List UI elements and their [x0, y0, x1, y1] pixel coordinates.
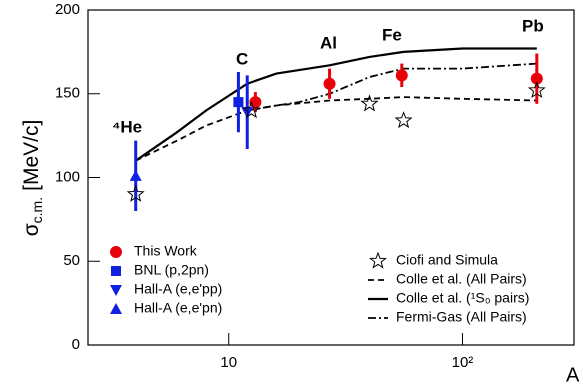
nucleus-label: Fe [382, 25, 402, 44]
nucleus-label: Pb [522, 16, 544, 35]
nucleus-label: Al [320, 33, 337, 52]
y-tick-label: 150 [55, 85, 80, 102]
curve [135, 96, 537, 162]
nucleus-label: ⁴He [112, 117, 142, 136]
curve [247, 62, 537, 112]
legend-label: BNL (p,2pn) [134, 262, 209, 278]
x-tick-label: 10 [220, 354, 237, 371]
curve [135, 47, 537, 162]
data-point [530, 72, 543, 85]
y-tick-label: 0 [72, 336, 80, 353]
legend-label: Colle et al. (¹S₀ pairs) [396, 290, 529, 306]
data-point [126, 184, 145, 202]
data-point [527, 80, 546, 99]
data-point [323, 77, 336, 90]
y-label-sub: c.m. [29, 197, 45, 223]
y-tick-label: 200 [55, 1, 80, 18]
y-tick-label: 100 [55, 168, 80, 185]
data-point [242, 101, 261, 119]
data-point [233, 97, 244, 108]
data-point [360, 94, 379, 112]
y-label-symbol: σ [20, 223, 43, 236]
x-axis-label: A [566, 364, 580, 386]
legend-marker [111, 266, 121, 276]
legend-marker [110, 246, 122, 258]
data-point [129, 169, 142, 181]
y-label-unit: [MeV/c] [20, 120, 43, 191]
data-point [395, 69, 408, 82]
legend-label: Colle et al. (All Pairs) [396, 271, 527, 287]
legend-label: Hall-A (e,e'pp) [134, 281, 222, 297]
nucleus-label: C [236, 49, 248, 68]
y-axis-label: σc.m. [MeV/c] [20, 120, 45, 237]
data-point [394, 111, 413, 129]
legend-label: Ciofi and Simula [396, 252, 498, 268]
legend-marker [110, 285, 122, 296]
data-point [241, 107, 254, 119]
legend-label: Fermi-Gas (All Pairs) [396, 309, 527, 325]
legend-label: Hall-A (e,e'pn) [134, 300, 222, 316]
legend-marker [369, 251, 387, 269]
legend-marker [110, 303, 122, 314]
legend-label: This Work [134, 243, 198, 259]
x-tick-label: 10² [452, 354, 474, 371]
y-tick-label: 50 [63, 252, 80, 269]
